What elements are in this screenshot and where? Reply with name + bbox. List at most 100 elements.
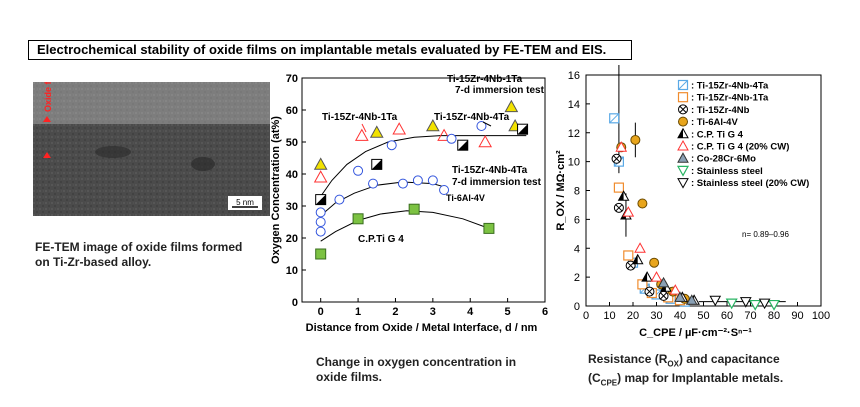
data-point-tri-green-down (767, 299, 781, 311)
legend-label: : Ti-15Zr-4Nb-1Ta (691, 93, 769, 104)
data-point-tri-red (669, 284, 682, 295)
data-point-tri-slate (657, 276, 670, 288)
legend-label: : Ti-6Al-4V (691, 117, 738, 128)
data-point-triangle-red (392, 122, 407, 135)
label-ti-15zr-4nb-1ta-7d: Ti-15Zr-4Nb-1Ta (447, 74, 523, 85)
data-point-circle-blue (446, 133, 457, 144)
legend-marker-tri-red (677, 139, 689, 151)
legend-marker-circle-gold (678, 116, 688, 127)
data-point-cross-circle-x (615, 204, 623, 212)
data-point-cross-circle-x (646, 288, 653, 295)
y-tick-label: 40 (286, 169, 298, 181)
y-axis-label: R_OX / MΩ·cm² (555, 150, 567, 231)
oxide-top-arrow (43, 116, 51, 122)
legend-marker-tri-green-down (676, 165, 690, 177)
data-point-square-halftone-fill (457, 140, 468, 151)
data-point-tri-red (615, 141, 628, 152)
data-point-circle-blue (412, 175, 423, 186)
data-point-tri-half-half (632, 254, 638, 264)
data-point-tri-down (709, 295, 722, 307)
data-point-square-green (408, 203, 420, 215)
oxide-film-label: Oxide film (43, 82, 53, 112)
data-point-square-green (483, 222, 495, 234)
middle-caption: Change in oxygen concentration in oxide … (316, 355, 516, 385)
data-point-sq-orange (623, 250, 634, 261)
data-point-triangle-yellow (504, 99, 519, 113)
trend-curve-lower (320, 210, 490, 242)
legend-marker-sq-cyan-slash (678, 80, 688, 90)
data-point-circle-blue (439, 185, 450, 195)
x-tick-label: 70 (744, 310, 756, 322)
data-point-tri-green-down (725, 298, 738, 310)
y-tick-label: 16 (568, 70, 580, 82)
label-ti-15zr-4nb-4ta-7d: Ti-15Zr-4Nb-4Ta (452, 165, 528, 176)
middle-caption-line1: Change in oxygen concentration in (316, 355, 517, 369)
data-point-triangle-yellow (313, 157, 328, 170)
tem-image: Oxide film 5 nm (33, 82, 270, 216)
x-tick-label: 90 (791, 310, 803, 322)
data-point-sq-orange (613, 182, 625, 193)
data-point-square-halftone-fill (315, 194, 326, 205)
data-point-tri-down (758, 298, 771, 310)
tem-caption-line2: on Ti-Zr-based alloy. (35, 255, 152, 269)
legend-marker-tri-down (677, 178, 689, 189)
figure-title: Electrochemical stability of oxide films… (28, 40, 632, 60)
x-tick-label: 10 (603, 310, 615, 322)
data-point-tri-red (650, 271, 663, 282)
data-point-triangle-red (437, 128, 451, 141)
data-point-circle-blue (427, 175, 438, 186)
y-axis-label: Oxygen Concentration (at%) (270, 116, 282, 264)
data-point-circle-blue (368, 178, 379, 189)
y-tick-label: 60 (286, 105, 298, 117)
legend-marker-tri-slate (677, 152, 689, 163)
data-point-tri-half-half (618, 191, 624, 201)
leader-4ta (482, 121, 492, 127)
y-tick-label: 4 (574, 243, 580, 255)
label-ti-15zr-4nb-1ta: Ti-15Zr-4Nb-1Ta (322, 112, 398, 123)
x-tick-label: 80 (768, 310, 780, 322)
legend-label: : Ti-15Zr-4Nb-4Ta (691, 81, 769, 92)
resistance-capacitance-chart: 0 10 20 30 40 50 60 70 80 90 100 0 2 4 6 8 10 12 14 16 C_CPE… (555, 65, 830, 339)
data-point-square-green (315, 248, 327, 260)
y-tick-label: 70 (286, 73, 298, 85)
y-tick-label: 8 (574, 186, 580, 198)
legend-label: : Co-28Cr-6Mo (691, 154, 756, 165)
x-tick-label: 0 (318, 306, 324, 318)
data-point-sq-cyan-slash (609, 113, 620, 124)
data-point-circle-blue (334, 194, 345, 205)
data-point-circle-blue (315, 217, 326, 227)
data-point-tri-slate (674, 291, 686, 302)
legend-label: : C.P. Ti G 4 (20% CW) (691, 142, 789, 153)
y-tick-label: 10 (286, 265, 298, 277)
x-axis-label: C_CPE / µF·cm⁻²·Sⁿ⁻¹ (639, 327, 752, 339)
data-point-tri-red (622, 206, 635, 217)
x-axis-label: Distance from Oxide / Metal Interface, d… (306, 322, 538, 334)
y-tick-label: 6 (574, 214, 580, 226)
y-tick-label: 10 (568, 157, 580, 169)
y-tick-label: 14 (568, 99, 580, 111)
label-ti-6al-4v: Ti-6Al-4V (446, 193, 485, 203)
right-caption-line1: Resistance (ROX) and capacitance (588, 352, 780, 369)
data-point-triangle-red (313, 170, 328, 183)
data-point-tri-down (739, 297, 752, 308)
x-tick-label: 4 (467, 306, 474, 318)
label-ti-15zr-4nb-4ta: Ti-15Zr-4Nb-4Ta (434, 112, 510, 123)
y-tick-label: 2 (574, 272, 580, 284)
data-point-square-halftone-fill (517, 124, 528, 135)
data-point-circle-blue (386, 140, 397, 151)
data-point-cross-circle-x (660, 292, 667, 300)
label-immersion-1: 7-d immersion test (455, 85, 545, 96)
y-tick-label: 12 (568, 128, 580, 140)
x-tick-label: 60 (721, 310, 733, 322)
y-tick-label: 0 (292, 297, 298, 309)
scale-bar-label: 5 nm (236, 198, 254, 207)
data-point-triangle-yellow (369, 125, 384, 138)
x-tick-label: 20 (627, 310, 639, 322)
legend-label: : Stainless steel (691, 166, 763, 177)
data-point-tri-green-down (749, 299, 762, 311)
legend-label: : Stainless steel (20% CW) (691, 178, 809, 189)
data-point-circle-blue (397, 178, 408, 189)
data-point-tri-half-half (620, 210, 626, 220)
x-tick-label: 40 (674, 310, 686, 322)
